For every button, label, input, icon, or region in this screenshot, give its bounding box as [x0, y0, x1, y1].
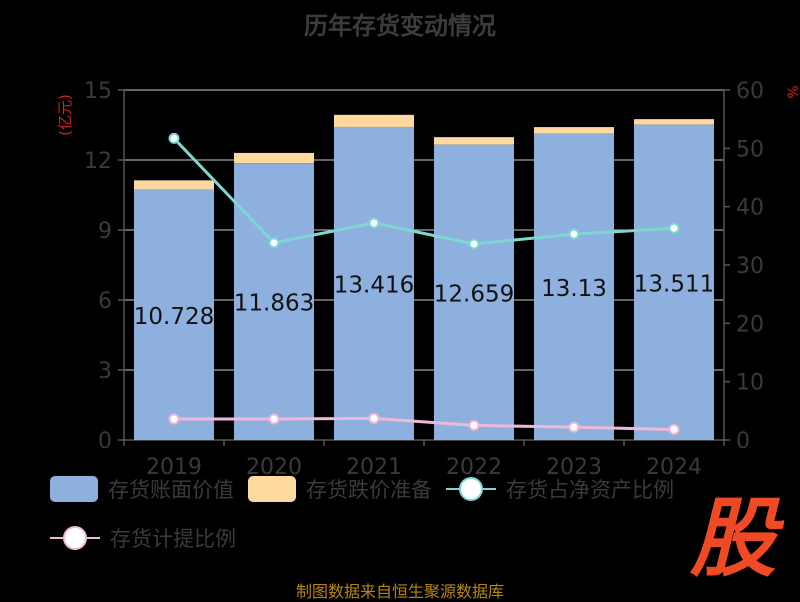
bar-provision: [534, 127, 614, 134]
y-right-axis-label: %: [786, 85, 800, 98]
point-provision-ratio: [268, 413, 280, 425]
legend-row-2: 存货计提比例: [50, 523, 250, 553]
legend-item-book-value[interactable]: 存货账面价值: [50, 474, 234, 504]
legend-item-net-asset-ratio[interactable]: 存货占净资产比例: [446, 474, 674, 504]
source-footer: 制图数据来自恒生聚源数据库: [295, 582, 504, 601]
legend-label-provision: 存货跌价准备: [306, 478, 432, 502]
point-provision-ratio: [668, 424, 680, 435]
point-net-asset-ratio: [268, 237, 280, 249]
bar-book-value: [634, 124, 714, 440]
bar-data-label: 13.13: [541, 276, 607, 302]
x-tick-label: 2024: [646, 455, 702, 480]
bar-provision: [334, 114, 414, 127]
y-left-tick-label: 12: [84, 149, 112, 174]
bar-provision: [434, 137, 514, 145]
point-provision-ratio: [368, 412, 380, 424]
point-net-asset-ratio: [368, 217, 380, 229]
y-left-tick-label: 6: [98, 289, 112, 314]
bar-book-value: [434, 144, 514, 440]
y-left-tick-label: 0: [98, 429, 112, 454]
y-right-tick-label: 30: [736, 254, 764, 279]
line-provision-ratio: [174, 416, 675, 431]
x-tick-label: 2021: [346, 455, 402, 480]
bar-provision: [634, 119, 714, 125]
legend-swatch-book-value: [50, 476, 98, 502]
x-tick-label: 2022: [446, 455, 502, 480]
legend-swatch-provision-ratio: [50, 525, 100, 551]
x-tick-label: 2020: [246, 455, 302, 480]
bar-book-value: [534, 133, 614, 440]
y-left-axis-label: (亿元): [56, 94, 74, 136]
legend-swatch-provision: [248, 476, 296, 502]
bar-book-value: [134, 189, 214, 440]
y-right-tick-label: 0: [736, 429, 750, 454]
brand-logo: 股: [690, 489, 776, 589]
legend-label-provision-ratio: 存货计提比例: [110, 527, 236, 551]
legend-row-1: 存货账面价值 存货跌价准备 存货占净资产比例: [50, 474, 688, 504]
line-net-asset-ratio: [172, 137, 675, 246]
bar-data-label: 11.863: [234, 291, 314, 317]
y-left-tick-label: 9: [98, 219, 112, 244]
legend-item-provision[interactable]: 存货跌价准备: [248, 474, 432, 504]
bar-book-value: [334, 126, 414, 441]
bar-provision: [234, 152, 314, 164]
bar-data-label: 10.728: [134, 304, 214, 330]
x-tick-label: 2023: [546, 455, 602, 480]
bar-provision: [134, 180, 214, 190]
point-provision-ratio: [468, 419, 480, 431]
bar-book-value: [234, 163, 314, 441]
y-right-tick-label: 20: [736, 312, 764, 337]
legend-swatch-net-asset-ratio: [446, 476, 496, 502]
bar-data-label: 12.659: [434, 281, 514, 307]
y-right-tick-label: 10: [736, 371, 764, 396]
y-left-tick-label: 15: [84, 79, 112, 104]
point-provision-ratio: [168, 413, 180, 425]
point-net-asset-ratio: [668, 222, 680, 234]
y-left-tick-label: 3: [98, 359, 112, 384]
chart-title: 历年存货变动情况: [304, 12, 496, 40]
point-net-asset-ratio: [468, 238, 480, 250]
bar-data-label: 13.416: [334, 272, 414, 298]
y-right-tick-label: 50: [736, 137, 764, 162]
x-tick-label: 2019: [146, 455, 202, 480]
point-net-asset-ratio: [568, 228, 580, 240]
legend-label-book-value: 存货账面价值: [108, 478, 234, 502]
point-net-asset-ratio: [168, 132, 180, 144]
legend-item-provision-ratio[interactable]: 存货计提比例: [50, 523, 236, 553]
legend-label-net-asset-ratio: 存货占净资产比例: [506, 478, 674, 502]
point-provision-ratio: [568, 421, 580, 433]
y-right-tick-label: 40: [736, 196, 764, 221]
bar-data-label: 13.511: [634, 271, 714, 297]
y-right-tick-label: 60: [736, 79, 764, 104]
